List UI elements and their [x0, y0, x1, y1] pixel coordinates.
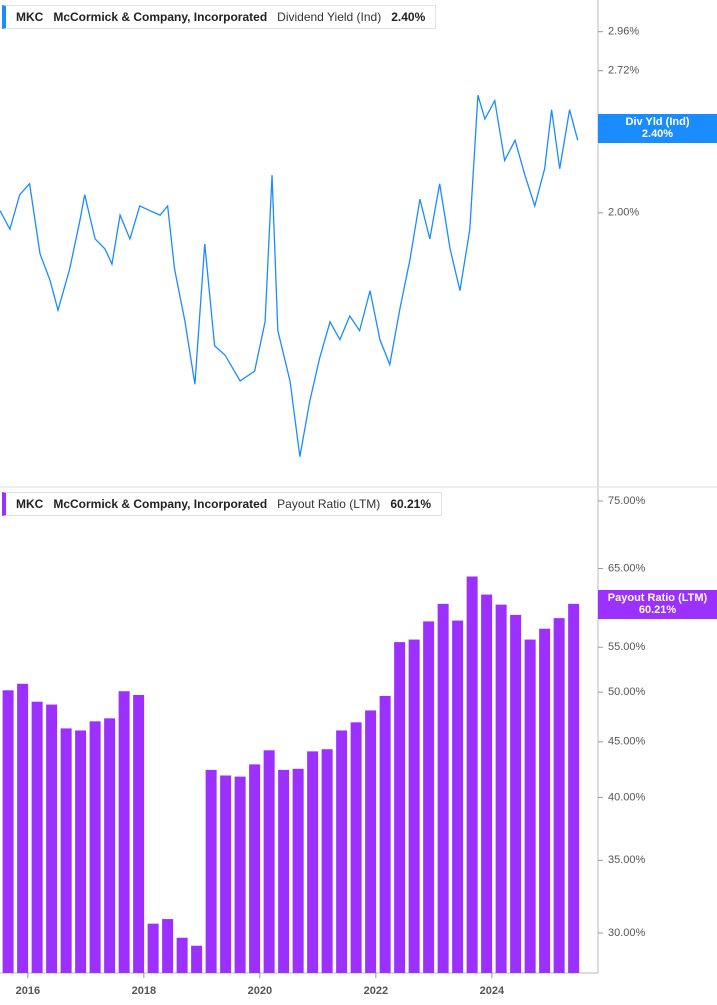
value-tag-value: 2.40% [641, 128, 674, 141]
bar [524, 639, 536, 973]
bar [321, 749, 333, 973]
bar [466, 576, 478, 973]
bar [452, 620, 464, 973]
bar [104, 718, 116, 973]
bar [176, 937, 188, 973]
bar [408, 639, 420, 973]
y-tick-label: 50.00% [608, 686, 646, 698]
y-tick-label: 30.00% [608, 927, 646, 939]
bar [118, 691, 130, 973]
value-tag: Div Yld (Ind) 2.40% [598, 114, 717, 144]
bar [191, 945, 203, 973]
x-tick-label: 2016 [16, 985, 40, 997]
bar [220, 775, 232, 973]
y-tick-label: 2.00% [608, 207, 639, 219]
y-tick-label: 2.96% [608, 26, 639, 38]
bar [249, 764, 261, 973]
bar [263, 750, 275, 973]
y-tick-label: 35.00% [608, 854, 646, 866]
company-name: McCormick & Company, Incorporated [53, 497, 268, 511]
bar [31, 701, 43, 973]
metric-name: Payout Ratio (LTM) [277, 497, 381, 511]
bar [2, 690, 14, 973]
series-header: MKC McCormick & Company, Incorporated Payo… [2, 492, 443, 516]
y-tick-label: 75.00% [608, 495, 646, 507]
ticker: MKC [16, 10, 44, 24]
bar [205, 769, 217, 973]
bar [307, 751, 319, 973]
current-value: 60.21% [390, 497, 432, 511]
bar [350, 722, 362, 973]
y-tick-label: 65.00% [608, 562, 646, 574]
bar [336, 730, 348, 973]
y-tick-label: 2.72% [608, 65, 639, 77]
bar [278, 769, 290, 973]
bar [89, 721, 101, 973]
bar [437, 603, 449, 973]
x-tick-label: 2024 [480, 985, 505, 997]
bar [568, 603, 580, 973]
bar [365, 710, 377, 973]
y-tick-label: 45.00% [608, 736, 646, 748]
value-tag-label: Payout Ratio (LTM) [607, 592, 708, 605]
bar [495, 604, 507, 973]
bar [133, 695, 145, 973]
yield-line [0, 94, 579, 457]
x-tick-label: 2018 [132, 985, 156, 997]
value-tag-label: Div Yld (Ind) [625, 116, 690, 129]
bar [553, 618, 565, 973]
bar [292, 768, 304, 973]
value-tag-value: 60.21% [638, 604, 677, 617]
bar [234, 776, 246, 973]
bar [162, 919, 174, 973]
value-tag: Payout Ratio (LTM) 60.21% [598, 590, 717, 620]
bar [539, 628, 551, 973]
bar [75, 730, 87, 973]
y-tick-label: 40.00% [608, 791, 646, 803]
bar [60, 728, 72, 973]
bar [46, 704, 58, 973]
current-value: 2.40% [391, 10, 426, 24]
bar [379, 695, 391, 973]
bar [394, 642, 406, 973]
y-tick-label: 55.00% [608, 641, 646, 653]
ticker: MKC [16, 497, 44, 511]
metric-name: Dividend Yield (Ind) [277, 10, 382, 24]
company-name: McCormick & Company, Incorporated [53, 10, 268, 24]
x-tick-label: 2020 [248, 985, 272, 997]
bar [481, 594, 493, 973]
bar [17, 683, 29, 973]
bar [510, 614, 522, 973]
series-header: MKC McCormick & Company, Incorporated Divi… [2, 5, 437, 29]
bar [423, 621, 435, 973]
bar [147, 923, 159, 973]
x-tick-label: 2022 [364, 985, 388, 997]
